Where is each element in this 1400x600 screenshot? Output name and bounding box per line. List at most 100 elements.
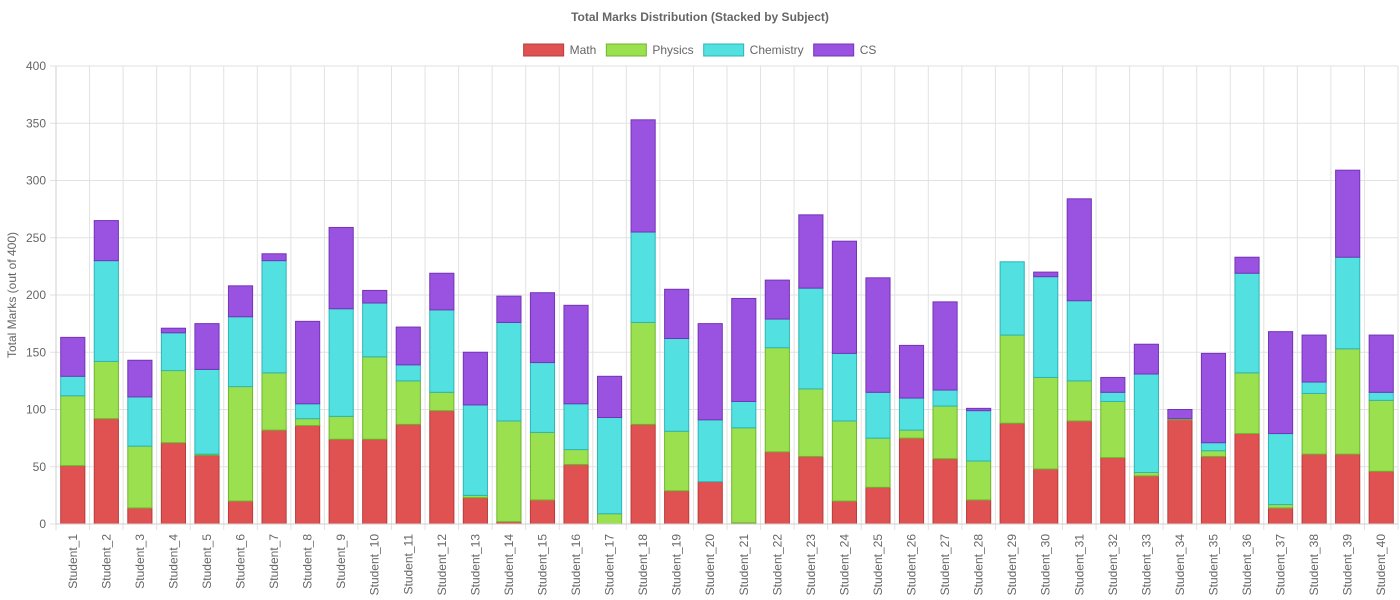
x-tick-label: Student_10 bbox=[368, 534, 382, 596]
bar-segment-cs-student_14 bbox=[496, 295, 522, 323]
bar-segment-chemistry-student_32 bbox=[1100, 391, 1126, 402]
bar-segment-math-student_34 bbox=[1167, 419, 1193, 525]
y-tick-label: 350 bbox=[26, 116, 46, 130]
bar-segment-physics-student_40 bbox=[1368, 399, 1394, 472]
bar-segment-cs-student_26 bbox=[898, 344, 925, 399]
bar-segment-cs-student_32 bbox=[1100, 376, 1126, 393]
bar-segment-cs-student_9 bbox=[328, 226, 354, 310]
bar-segment-physics-student_19 bbox=[664, 430, 690, 492]
x-tick-label: Student_40 bbox=[1374, 534, 1388, 596]
bar-segment-chemistry-student_5 bbox=[194, 368, 220, 455]
bar-segment-math-student_38 bbox=[1301, 453, 1327, 525]
x-tick-label: Student_30 bbox=[1039, 534, 1053, 596]
x-tick-label: Student_31 bbox=[1072, 534, 1086, 596]
bar-segment-physics-student_12 bbox=[429, 391, 455, 412]
bar-segment-math-student_5 bbox=[194, 454, 220, 525]
bar-segment-physics-student_35 bbox=[1200, 450, 1227, 457]
bar-segment-math-student_19 bbox=[664, 490, 690, 525]
bar-segment-math-student_39 bbox=[1335, 453, 1361, 525]
bar-segment-cs-student_22 bbox=[764, 279, 790, 320]
bar-segment-physics-student_31 bbox=[1066, 380, 1092, 422]
bar-segment-math-student_1 bbox=[60, 465, 86, 525]
y-tick-label: 250 bbox=[26, 231, 46, 245]
bar-segment-physics-student_33 bbox=[1133, 471, 1159, 477]
chart-title: Total Marks Distribution (Stacked by Sub… bbox=[571, 10, 829, 24]
bar-segment-chemistry-student_15 bbox=[529, 362, 556, 433]
legend-item-chemistry[interactable]: Chemistry bbox=[703, 43, 804, 57]
bar-segment-chemistry-student_22 bbox=[764, 318, 790, 349]
y-tick-label: 0 bbox=[39, 517, 46, 531]
y-axis-title: Total Marks (out of 400) bbox=[5, 232, 19, 358]
legend-item-physics[interactable]: Physics bbox=[605, 43, 694, 57]
x-tick-label: Student_27 bbox=[938, 534, 952, 596]
bar-segment-math-student_33 bbox=[1133, 475, 1159, 525]
bar-segment-physics-student_21 bbox=[731, 427, 757, 524]
legend-swatch bbox=[813, 43, 855, 57]
bar-segment-cs-student_8 bbox=[295, 320, 321, 405]
bar-segment-math-student_25 bbox=[865, 486, 891, 525]
x-tick-label: Student_37 bbox=[1274, 534, 1288, 596]
legend-label: CS bbox=[860, 43, 877, 57]
bar-segment-cs-student_30 bbox=[1033, 271, 1059, 278]
bar-segment-cs-student_38 bbox=[1301, 334, 1327, 383]
legend-item-cs[interactable]: CS bbox=[813, 43, 877, 57]
bar-segment-chemistry-student_12 bbox=[429, 309, 455, 393]
bar-segment-cs-student_19 bbox=[664, 288, 690, 340]
bar-segment-physics-student_4 bbox=[160, 370, 187, 444]
bar-segment-chemistry-student_35 bbox=[1200, 442, 1227, 452]
x-tick-label: Student_15 bbox=[535, 534, 549, 596]
y-tick-label: 300 bbox=[26, 174, 46, 188]
bar-segment-physics-student_28 bbox=[966, 460, 992, 501]
bar-segment-cs-student_2 bbox=[93, 220, 119, 262]
bar-segment-math-student_36 bbox=[1234, 433, 1260, 525]
bar-segment-math-student_20 bbox=[697, 481, 723, 525]
axes: 0 50 100 150 200 250 300 350 400 Student_1 Student… bbox=[26, 59, 1398, 595]
x-tick-label: Student_6 bbox=[234, 534, 248, 589]
bar-segment-chemistry-student_21 bbox=[731, 400, 757, 429]
bar-segment-cs-student_20 bbox=[697, 323, 723, 421]
bar-segment-chemistry-student_25 bbox=[865, 391, 891, 439]
x-tick-label: Student_39 bbox=[1341, 534, 1355, 596]
bar-segment-chemistry-student_39 bbox=[1335, 256, 1361, 350]
x-tick-label: Student_11 bbox=[401, 534, 415, 595]
x-tick-label: Student_2 bbox=[99, 534, 113, 589]
x-tick-label: Student_36 bbox=[1240, 534, 1254, 596]
bar-segment-chemistry-student_40 bbox=[1368, 391, 1394, 401]
bar-segment-cs-student_4 bbox=[160, 327, 187, 334]
bar-segment-math-student_3 bbox=[127, 507, 153, 525]
bar-segment-math-student_10 bbox=[362, 438, 388, 525]
bar-segment-physics-student_10 bbox=[362, 356, 388, 440]
bar-segment-chemistry-student_13 bbox=[462, 404, 488, 496]
x-tick-label: Student_16 bbox=[569, 534, 583, 596]
x-tick-label: Student_26 bbox=[905, 534, 919, 596]
bar-segment-math-student_9 bbox=[328, 438, 354, 525]
bar-segment-math-student_16 bbox=[563, 463, 589, 525]
bar-segment-math-student_35 bbox=[1200, 455, 1227, 525]
x-tick-label: Student_9 bbox=[334, 534, 348, 589]
bar-segment-chemistry-student_4 bbox=[160, 332, 187, 372]
x-tick-label: Student_12 bbox=[435, 534, 449, 596]
x-tick-label: Student_8 bbox=[301, 534, 315, 589]
bar-segment-cs-student_13 bbox=[462, 351, 488, 406]
y-tick-label: 400 bbox=[26, 59, 46, 73]
bar-segment-chemistry-student_8 bbox=[295, 403, 321, 420]
bar-segment-chemistry-student_3 bbox=[127, 396, 153, 447]
bar-segment-physics-student_24 bbox=[831, 420, 858, 502]
bar-segment-chemistry-student_20 bbox=[697, 419, 723, 483]
legend: Math Physics Chemistry CS bbox=[523, 43, 877, 57]
x-tick-label: Student_32 bbox=[1106, 534, 1120, 596]
legend-swatch bbox=[703, 43, 745, 57]
bar-segment-physics-student_23 bbox=[798, 388, 824, 457]
x-tick-label: Student_14 bbox=[502, 534, 516, 596]
bar-segment-physics-student_7 bbox=[261, 372, 287, 431]
x-tick-label: Student_21 bbox=[737, 534, 751, 596]
legend-item-math[interactable]: Math bbox=[523, 43, 597, 57]
bar-segment-cs-student_18 bbox=[630, 119, 656, 233]
bar-segment-math-student_37 bbox=[1267, 507, 1294, 525]
bar-segment-math-student_29 bbox=[999, 422, 1025, 525]
bar-segment-math-student_4 bbox=[160, 442, 187, 525]
y-tick-label: 100 bbox=[26, 403, 46, 417]
x-tick-label: Student_35 bbox=[1206, 534, 1220, 596]
bar-segment-math-student_2 bbox=[93, 418, 119, 525]
bar-segment-chemistry-student_28 bbox=[966, 410, 992, 462]
